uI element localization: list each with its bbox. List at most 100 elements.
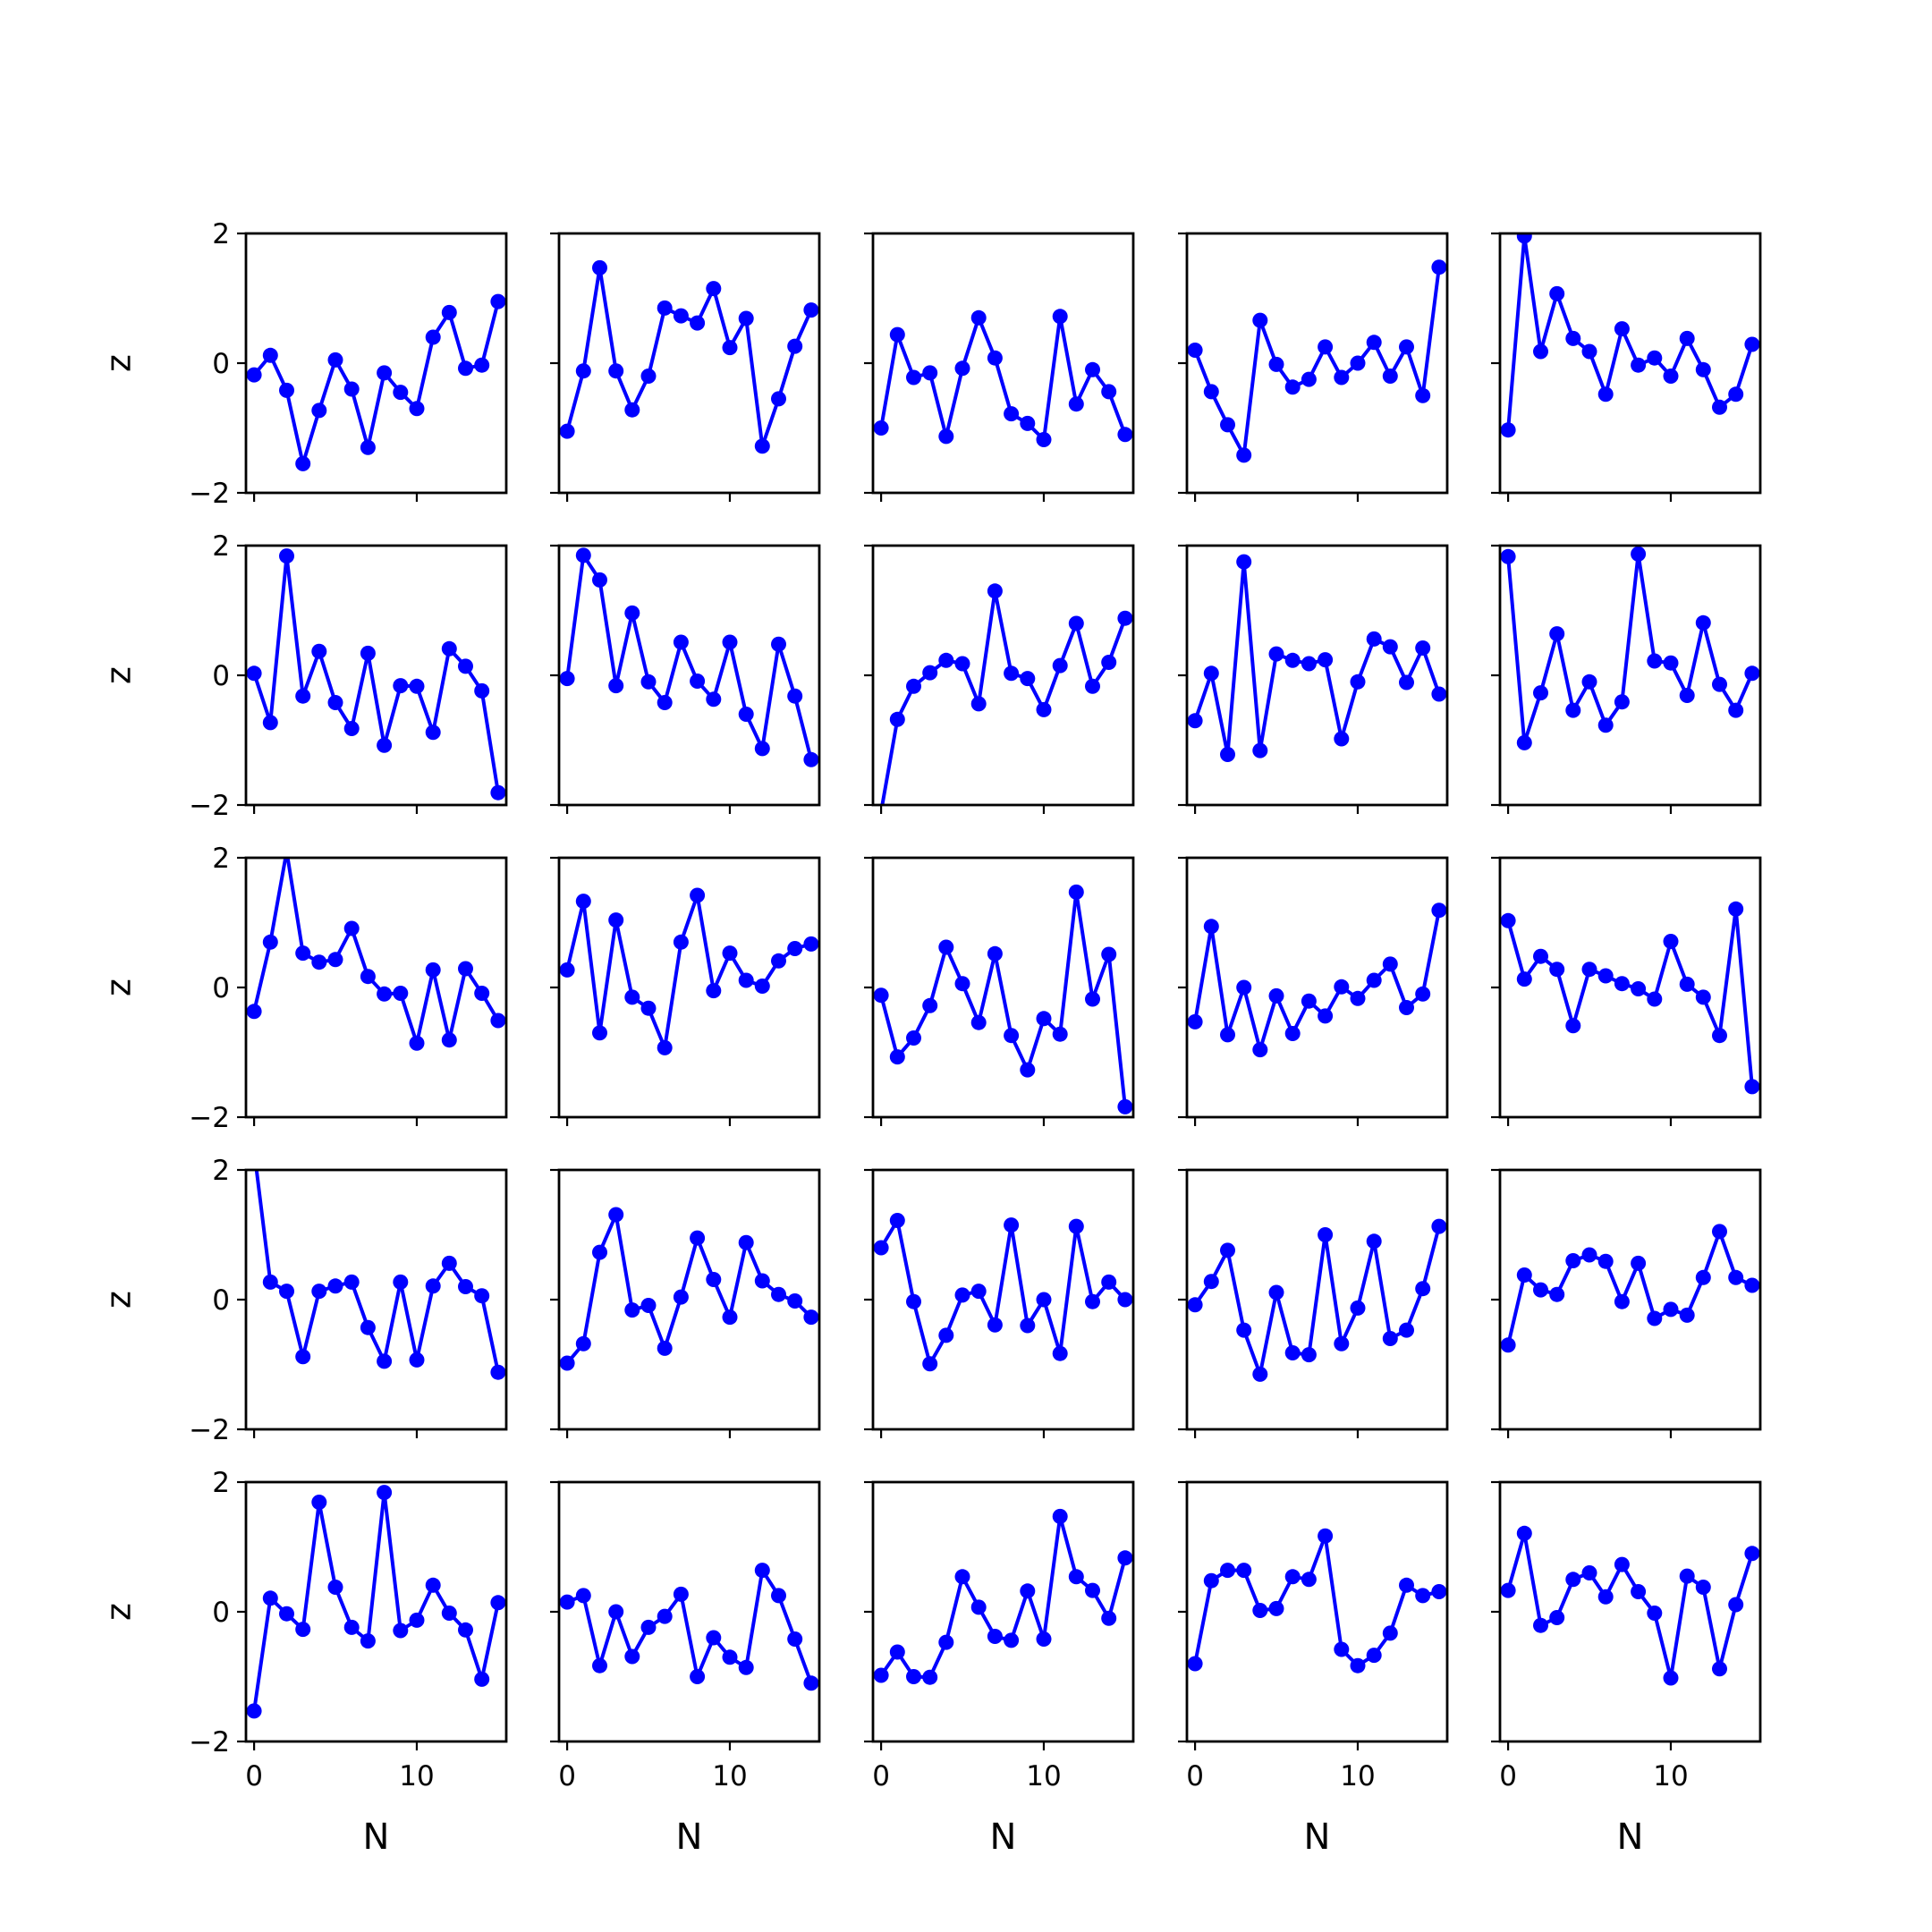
- data-point: [1318, 652, 1334, 668]
- data-point: [1301, 993, 1317, 1009]
- data-point: [1101, 1610, 1117, 1626]
- data-point: [458, 360, 473, 377]
- data-point: [1663, 934, 1679, 949]
- data-point: [1581, 674, 1597, 690]
- data-point: [1516, 971, 1532, 987]
- data-point: [787, 941, 803, 956]
- data-point: [1549, 626, 1565, 642]
- data-point: [559, 1594, 575, 1610]
- data-point: [1334, 369, 1350, 386]
- data-point: [1036, 701, 1052, 717]
- data-point: [1614, 321, 1630, 337]
- series-line: [1193, 1225, 1441, 1377]
- y-tick-label: 2: [212, 843, 230, 875]
- data-point: [1187, 713, 1203, 729]
- data-point: [1004, 1217, 1020, 1233]
- data-point: [738, 1659, 754, 1675]
- subplot-panel: [1178, 232, 1449, 502]
- data-point: [1085, 1293, 1100, 1309]
- data-point: [1366, 972, 1382, 988]
- data-point: [327, 1278, 343, 1294]
- data-point: [754, 1273, 770, 1289]
- data-point: [1382, 1625, 1398, 1641]
- data-point: [954, 1287, 970, 1303]
- data-point: [441, 1255, 457, 1271]
- data-point: [490, 1595, 506, 1611]
- data-point: [1350, 674, 1366, 690]
- data-point: [1020, 415, 1036, 431]
- data-point: [1052, 1508, 1068, 1524]
- data-point: [690, 887, 706, 903]
- data-point: [787, 1631, 803, 1647]
- data-point: [1647, 1310, 1663, 1326]
- data-point: [706, 1630, 722, 1646]
- data-point: [1301, 1572, 1317, 1588]
- series-group: [559, 259, 819, 454]
- series-group: [559, 1207, 819, 1371]
- data-point: [1728, 702, 1744, 718]
- data-point: [1036, 1631, 1052, 1647]
- data-point: [608, 1604, 624, 1620]
- data-point: [1565, 702, 1581, 718]
- data-point: [1366, 1233, 1382, 1250]
- data-point: [1236, 1322, 1252, 1338]
- series-line: [1506, 233, 1754, 430]
- data-point: [360, 1633, 376, 1649]
- data-point: [1004, 1028, 1020, 1044]
- data-point: [458, 1622, 473, 1638]
- data-point: [425, 1577, 441, 1593]
- data-point: [490, 1364, 506, 1380]
- data-point: [1020, 671, 1036, 687]
- data-point: [1366, 1648, 1382, 1664]
- subplot-panel: [550, 544, 821, 814]
- data-point: [1533, 1617, 1548, 1633]
- data-point: [311, 643, 327, 659]
- data-point: [706, 691, 722, 708]
- data-point: [803, 936, 819, 952]
- data-point: [393, 1623, 409, 1639]
- data-point: [1203, 1274, 1219, 1290]
- data-point: [873, 1240, 889, 1256]
- data-point: [738, 1234, 754, 1250]
- data-point: [803, 1675, 819, 1691]
- data-point: [771, 391, 786, 407]
- data-point: [1350, 1300, 1366, 1316]
- data-point: [722, 634, 738, 650]
- series-group: [1187, 902, 1447, 1058]
- x-tick-label: 10: [399, 1760, 434, 1792]
- data-point: [1663, 655, 1679, 671]
- data-point: [1252, 1042, 1268, 1058]
- data-point: [1220, 417, 1235, 433]
- data-point: [987, 1629, 1003, 1644]
- data-point: [458, 961, 473, 977]
- subplot-panel: 2 0 −2 z: [99, 218, 508, 510]
- data-point: [343, 1274, 360, 1290]
- data-point: [409, 1352, 425, 1368]
- data-point: [954, 360, 970, 377]
- data-point: [1334, 979, 1350, 995]
- data-point: [409, 1612, 425, 1628]
- series-line: [565, 1213, 813, 1365]
- data-point: [771, 636, 786, 652]
- data-point: [1399, 1577, 1414, 1593]
- data-point: [1399, 339, 1414, 355]
- data-point: [592, 1244, 607, 1260]
- data-point: [771, 1286, 786, 1302]
- data-point: [360, 645, 376, 661]
- data-point: [657, 1608, 673, 1624]
- data-point: [360, 969, 376, 985]
- data-point: [393, 1274, 409, 1290]
- data-point: [1614, 976, 1630, 992]
- data-point: [803, 1309, 819, 1326]
- data-point: [474, 1288, 490, 1304]
- data-point: [1284, 1345, 1301, 1360]
- data-point: [262, 347, 278, 363]
- series-group: [877, 583, 1133, 805]
- data-point: [624, 989, 640, 1005]
- data-point: [393, 678, 409, 694]
- y-tick-label: 2: [212, 1467, 230, 1499]
- x-axis-label: N: [676, 1817, 703, 1858]
- data-point: [1052, 309, 1068, 325]
- data-point: [1101, 946, 1117, 962]
- data-point: [608, 678, 624, 694]
